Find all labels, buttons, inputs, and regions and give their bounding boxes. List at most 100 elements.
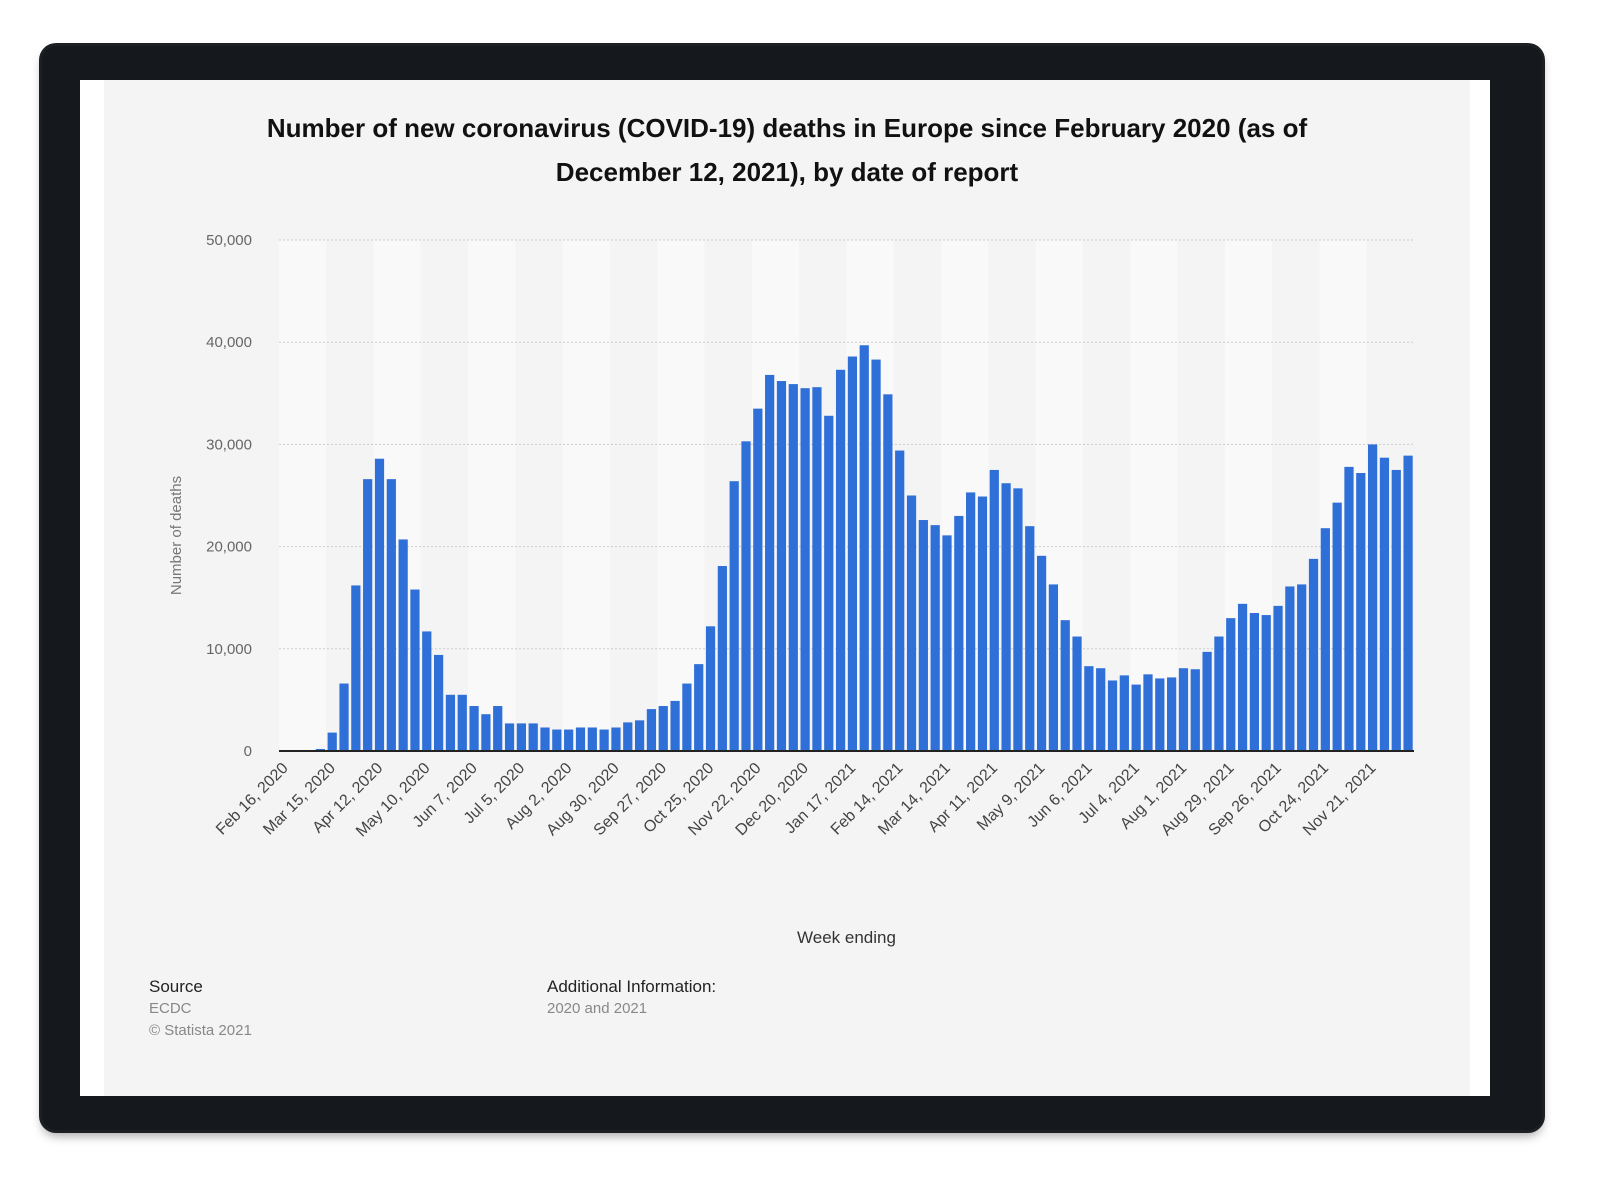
bar-chart: 0 10,000 20,000 30,000 40,000 50,000 Feb 16, … (168, 232, 1414, 947)
column-band (562, 240, 611, 751)
bar (1226, 618, 1236, 751)
bar (587, 727, 597, 751)
bar (906, 495, 917, 751)
bar (1013, 488, 1023, 751)
bar (705, 626, 716, 751)
bar (824, 415, 834, 751)
y-tick-label: 50,000 (206, 232, 252, 249)
bar (315, 748, 325, 751)
bar (1119, 675, 1129, 751)
y-tick-label: 20,000 (206, 539, 252, 556)
bar (1249, 613, 1260, 751)
bar (410, 589, 420, 751)
source-label: Source (149, 977, 203, 996)
column-band (1130, 240, 1178, 751)
bars (315, 345, 1413, 751)
bar (445, 694, 456, 751)
bar (1025, 526, 1035, 751)
source-name: ECDC (149, 1000, 192, 1017)
bar (1368, 444, 1378, 751)
bar (1107, 680, 1118, 751)
bar (540, 727, 550, 751)
bar (1237, 603, 1248, 751)
bar (859, 345, 869, 751)
additional-info-block: Additional Information: 2020 and 2021 (547, 976, 716, 1020)
bar (729, 481, 739, 751)
bar (1178, 668, 1189, 751)
y-tick-label: 30,000 (206, 436, 252, 453)
y-axis-label: Number of deaths (168, 476, 185, 595)
bar (977, 496, 988, 751)
bar (776, 381, 787, 751)
bar (351, 585, 361, 751)
bar (634, 720, 645, 751)
bar (1261, 615, 1271, 751)
bar (1391, 469, 1401, 751)
bar (1155, 678, 1165, 751)
bar (918, 520, 928, 751)
x-axis-label: Week ending (797, 928, 896, 947)
bar (966, 492, 976, 751)
bar (1131, 684, 1141, 751)
bar (1036, 555, 1047, 751)
bar (835, 369, 846, 751)
bar (1202, 651, 1212, 751)
bar (1332, 502, 1342, 751)
bar (1285, 586, 1295, 751)
bar (717, 566, 727, 751)
bar (339, 683, 349, 751)
bar (1048, 584, 1059, 751)
bar (1403, 455, 1413, 751)
bar (1084, 666, 1094, 751)
chart-title-line-2: December 12, 2021), by date of report (555, 157, 1019, 187)
bar (670, 700, 680, 751)
bar (812, 387, 822, 751)
bar (1273, 605, 1283, 751)
bar (1060, 620, 1070, 751)
bar (930, 525, 940, 751)
chart-panel: Number of new coronavirus (COVID-19) dea… (104, 80, 1470, 1096)
bar (682, 683, 692, 751)
column-band (515, 240, 563, 751)
column-band (468, 240, 516, 751)
bar (895, 450, 905, 751)
bar (847, 356, 858, 751)
bar (753, 408, 763, 751)
copyright: © Statista 2021 (149, 1022, 252, 1039)
column-band (279, 240, 327, 751)
bar (374, 458, 385, 751)
bar (942, 535, 952, 751)
bar (694, 664, 704, 751)
bar (611, 727, 621, 751)
chart-title-line-1: Number of new coronavirus (COVID-19) dea… (266, 113, 1308, 143)
bar (552, 729, 562, 751)
bar (1167, 677, 1177, 751)
bar (741, 441, 751, 751)
bar (386, 479, 396, 751)
column-band (1082, 240, 1131, 751)
bar (564, 729, 574, 751)
bar (1297, 584, 1307, 751)
bar (1143, 674, 1153, 751)
chart-title: Number of new coronavirus (COVID-19) dea… (104, 106, 1470, 194)
bar (800, 388, 810, 751)
bar (457, 694, 467, 751)
bar (422, 631, 432, 751)
bar (528, 723, 538, 751)
bar (989, 469, 999, 751)
source-block: Source ECDC © Statista 2021 (149, 976, 252, 1042)
bar (575, 727, 586, 751)
bar (788, 384, 798, 751)
bar (327, 732, 337, 751)
bar (1379, 457, 1390, 751)
bar (1344, 466, 1354, 751)
bar (1214, 636, 1224, 751)
bar (363, 479, 373, 751)
bar (516, 723, 526, 751)
bar (504, 723, 515, 751)
bar (1096, 668, 1106, 751)
bar (1356, 473, 1366, 751)
bar (1308, 558, 1319, 751)
bar (599, 729, 609, 751)
